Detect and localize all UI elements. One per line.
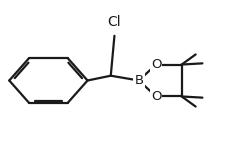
Text: Cl: Cl	[108, 15, 121, 29]
Text: B: B	[134, 74, 143, 87]
Text: O: O	[151, 58, 161, 71]
Text: O: O	[151, 90, 161, 103]
